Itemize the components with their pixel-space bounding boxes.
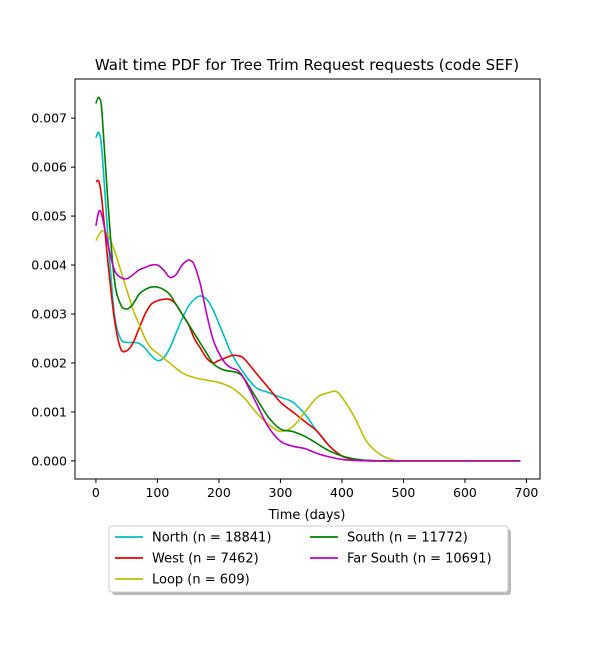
y-tick-label-6: 0.006: [31, 160, 67, 175]
y-tick-label-1: 0.001: [31, 404, 67, 419]
legend-box: [108, 525, 509, 593]
y-tick-label-4: 0.004: [31, 258, 67, 273]
x-axis-label: Time (days): [268, 508, 346, 523]
legend-label-1: West (n = 7462): [152, 552, 259, 567]
x-tick-label-7: 700: [515, 485, 539, 500]
legend-label-3: South (n = 11772): [347, 531, 468, 546]
y-tick-label-3: 0.003: [31, 307, 67, 322]
series-line-2: [95, 229, 521, 462]
series-line-3: [95, 96, 521, 462]
x-tick-label-1: 100: [145, 485, 169, 500]
x-tick-label-4: 400: [330, 485, 354, 500]
series-line-4: [95, 209, 521, 462]
axes-frame: [74, 78, 541, 480]
legend-label-2: Loop (n = 609): [152, 573, 250, 588]
y-axis: 0.000 0.001 0.002 0.003 0.004 0.005 0.006 0.007: [31, 111, 75, 468]
x-tick-label-5: 500: [392, 485, 416, 500]
x-axis: 0 100 200 300 400 500 600 700: [92, 479, 539, 500]
y-tick-label-2: 0.002: [31, 355, 67, 370]
plot-area: [95, 96, 521, 462]
legend-label-4: Far South (n = 10691): [347, 552, 492, 567]
y-tick-label-0: 0.000: [31, 453, 67, 468]
series-line-1: [95, 179, 521, 462]
legend-label-0: North (n = 18841): [152, 531, 271, 546]
x-tick-label-2: 200: [207, 485, 231, 500]
y-tick-label-7: 0.007: [31, 111, 67, 126]
y-tick-label-5: 0.005: [31, 209, 67, 224]
x-tick-label-6: 600: [453, 485, 477, 500]
series-line-0: [95, 131, 521, 462]
x-tick-label-0: 0: [92, 485, 100, 500]
legend: North (n = 18841) West (n = 7462) Loop (n …: [108, 525, 511, 595]
x-tick-label-3: 300: [269, 485, 293, 500]
chart-title: Wait time PDF for Tree Trim Request requ…: [95, 56, 519, 74]
